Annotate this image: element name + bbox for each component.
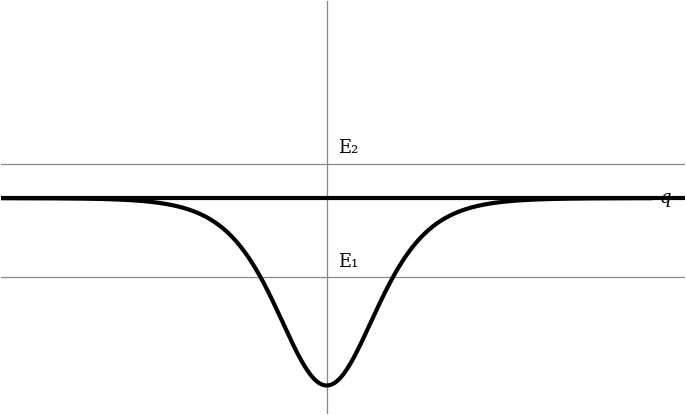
- Text: E₁: E₁: [338, 253, 358, 271]
- Text: E₂: E₂: [338, 139, 358, 157]
- Text: q: q: [659, 189, 671, 207]
